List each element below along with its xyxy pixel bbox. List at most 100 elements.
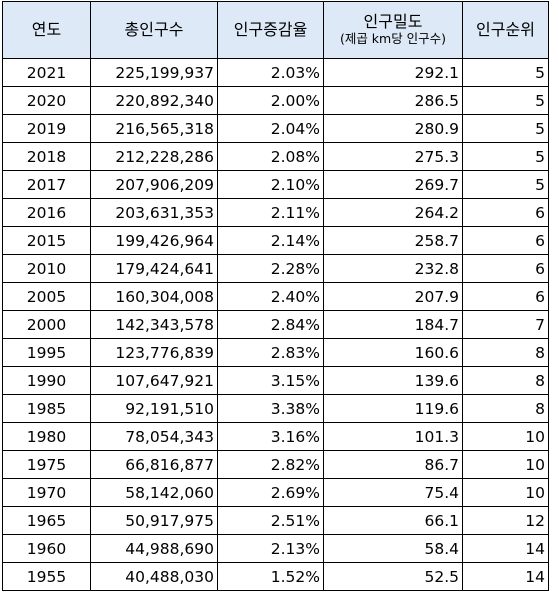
cell-year[interactable]: 1955 (2, 562, 91, 591)
cell-year[interactable]: 2015 (2, 226, 91, 255)
cell-population[interactable]: 179,424,641 (90, 254, 218, 283)
cell-year[interactable]: 1960 (2, 534, 91, 563)
cell-year[interactable]: 2017 (2, 170, 91, 199)
cell-rank[interactable]: 5 (462, 114, 549, 143)
cell-density[interactable]: 280.9 (323, 114, 463, 143)
cell-year[interactable]: 2005 (2, 282, 91, 311)
cell-year[interactable]: 2000 (2, 310, 91, 339)
cell-population[interactable]: 212,228,286 (90, 142, 218, 171)
cell-population[interactable]: 142,343,578 (90, 310, 218, 339)
cell-year[interactable]: 2016 (2, 198, 91, 227)
cell-year[interactable]: 1985 (2, 394, 91, 423)
cell-density[interactable]: 52.5 (323, 562, 463, 591)
cell-growth[interactable]: 2.13% (217, 534, 324, 563)
cell-population[interactable]: 203,631,353 (90, 198, 218, 227)
cell-population[interactable]: 160,304,008 (90, 282, 218, 311)
cell-year[interactable]: 2021 (2, 58, 91, 87)
cell-population[interactable]: 216,565,318 (90, 114, 218, 143)
cell-population[interactable]: 66,816,877 (90, 450, 218, 479)
table-row: 1980 78,054,343 3.16% 101.3 10 (2, 422, 549, 451)
cell-growth[interactable]: 2.84% (217, 310, 324, 339)
cell-growth[interactable]: 1.52% (217, 562, 324, 591)
cell-rank[interactable]: 6 (462, 282, 549, 311)
cell-year[interactable]: 1995 (2, 338, 91, 367)
cell-density[interactable]: 160.6 (323, 338, 463, 367)
cell-population[interactable]: 44,988,690 (90, 534, 218, 563)
cell-density[interactable]: 66.1 (323, 506, 463, 535)
cell-rank[interactable]: 7 (462, 310, 549, 339)
cell-density[interactable]: 207.9 (323, 282, 463, 311)
cell-growth[interactable]: 2.10% (217, 170, 324, 199)
cell-population[interactable]: 58,142,060 (90, 478, 218, 507)
cell-year[interactable]: 1975 (2, 450, 91, 479)
cell-growth[interactable]: 2.28% (217, 254, 324, 283)
cell-growth[interactable]: 2.82% (217, 450, 324, 479)
cell-population[interactable]: 207,906,209 (90, 170, 218, 199)
cell-growth[interactable]: 2.08% (217, 142, 324, 171)
cell-growth[interactable]: 2.69% (217, 478, 324, 507)
cell-rank[interactable]: 5 (462, 86, 549, 115)
cell-density[interactable]: 58.4 (323, 534, 463, 563)
cell-population[interactable]: 92,191,510 (90, 394, 218, 423)
cell-growth[interactable]: 3.38% (217, 394, 324, 423)
cell-year[interactable]: 1965 (2, 506, 91, 535)
cell-density[interactable]: 286.5 (323, 86, 463, 115)
cell-rank[interactable]: 6 (462, 198, 549, 227)
cell-density[interactable]: 86.7 (323, 450, 463, 479)
cell-year[interactable]: 1980 (2, 422, 91, 451)
cell-rank[interactable]: 10 (462, 450, 549, 479)
cell-rank[interactable]: 6 (462, 226, 549, 255)
table-row: 1960 44,988,690 2.13% 58.4 14 (2, 534, 549, 563)
cell-population[interactable]: 220,892,340 (90, 86, 218, 115)
cell-growth[interactable]: 2.04% (217, 114, 324, 143)
cell-year[interactable]: 2010 (2, 254, 91, 283)
cell-rank[interactable]: 10 (462, 478, 549, 507)
cell-density[interactable]: 101.3 (323, 422, 463, 451)
cell-growth[interactable]: 2.03% (217, 58, 324, 87)
cell-population[interactable]: 78,054,343 (90, 422, 218, 451)
table-row: 2021 225,199,937 2.03% 292.1 5 (2, 58, 549, 87)
cell-density[interactable]: 232.8 (323, 254, 463, 283)
cell-rank[interactable]: 5 (462, 58, 549, 87)
cell-growth[interactable]: 3.15% (217, 366, 324, 395)
cell-rank[interactable]: 8 (462, 338, 549, 367)
cell-growth[interactable]: 2.00% (217, 86, 324, 115)
cell-population[interactable]: 123,776,839 (90, 338, 218, 367)
cell-rank[interactable]: 5 (462, 142, 549, 171)
cell-growth[interactable]: 2.11% (217, 198, 324, 227)
cell-population[interactable]: 199,426,964 (90, 226, 218, 255)
cell-growth[interactable]: 2.51% (217, 506, 324, 535)
cell-rank[interactable]: 6 (462, 254, 549, 283)
cell-year[interactable]: 2019 (2, 114, 91, 143)
cell-year[interactable]: 2018 (2, 142, 91, 171)
cell-density[interactable]: 269.7 (323, 170, 463, 199)
cell-population[interactable]: 40,488,030 (90, 562, 218, 591)
cell-year[interactable]: 1970 (2, 478, 91, 507)
cell-rank[interactable]: 8 (462, 394, 549, 423)
population-table: 연도 총인구수 인구증감율 인구밀도 (제곱 km당 인구수) 인구순위 202… (2, 1, 549, 591)
cell-growth[interactable]: 2.14% (217, 226, 324, 255)
cell-rank[interactable]: 14 (462, 562, 549, 591)
cell-year[interactable]: 1990 (2, 366, 91, 395)
cell-rank[interactable]: 10 (462, 422, 549, 451)
cell-density[interactable]: 264.2 (323, 198, 463, 227)
cell-year[interactable]: 2020 (2, 86, 91, 115)
cell-rank[interactable]: 5 (462, 170, 549, 199)
cell-rank[interactable]: 14 (462, 534, 549, 563)
cell-growth[interactable]: 2.40% (217, 282, 324, 311)
cell-density[interactable]: 292.1 (323, 58, 463, 87)
cell-density[interactable]: 184.7 (323, 310, 463, 339)
header-density-label: 인구밀도 (363, 12, 423, 31)
cell-population[interactable]: 107,647,921 (90, 366, 218, 395)
cell-population[interactable]: 225,199,937 (90, 58, 218, 87)
cell-rank[interactable]: 8 (462, 366, 549, 395)
cell-rank[interactable]: 12 (462, 506, 549, 535)
cell-density[interactable]: 119.6 (323, 394, 463, 423)
cell-density[interactable]: 258.7 (323, 226, 463, 255)
cell-density[interactable]: 275.3 (323, 142, 463, 171)
cell-density[interactable]: 75.4 (323, 478, 463, 507)
cell-density[interactable]: 139.6 (323, 366, 463, 395)
cell-population[interactable]: 50,917,975 (90, 506, 218, 535)
cell-growth[interactable]: 2.83% (217, 338, 324, 367)
cell-growth[interactable]: 3.16% (217, 422, 324, 451)
